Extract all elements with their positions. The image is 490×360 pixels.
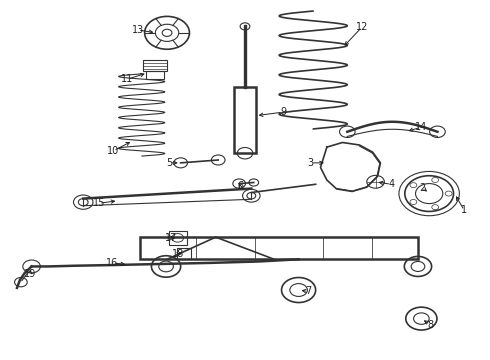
Text: 13: 13: [132, 25, 144, 35]
Text: 10: 10: [107, 146, 120, 156]
Text: 15: 15: [93, 198, 105, 208]
Text: 8: 8: [427, 320, 433, 330]
Text: 16: 16: [106, 258, 119, 268]
Text: 1: 1: [461, 205, 467, 215]
Bar: [143, 60, 167, 71]
Bar: [177, 248, 191, 259]
Text: 7: 7: [305, 287, 312, 296]
Bar: [234, 87, 256, 153]
Text: 9: 9: [280, 107, 286, 117]
Text: 18: 18: [172, 249, 184, 259]
Bar: [140, 237, 418, 259]
Bar: [169, 231, 187, 245]
Text: 14: 14: [415, 122, 427, 132]
Text: 5: 5: [167, 158, 172, 168]
Bar: [146, 71, 164, 79]
Text: 17: 17: [165, 233, 177, 243]
Text: 12: 12: [356, 22, 368, 32]
Text: 19: 19: [24, 269, 36, 279]
Text: 11: 11: [121, 74, 133, 84]
Text: 3: 3: [308, 158, 314, 168]
Text: 4: 4: [388, 179, 394, 189]
Text: 2: 2: [420, 183, 426, 193]
Text: 6: 6: [237, 181, 243, 192]
